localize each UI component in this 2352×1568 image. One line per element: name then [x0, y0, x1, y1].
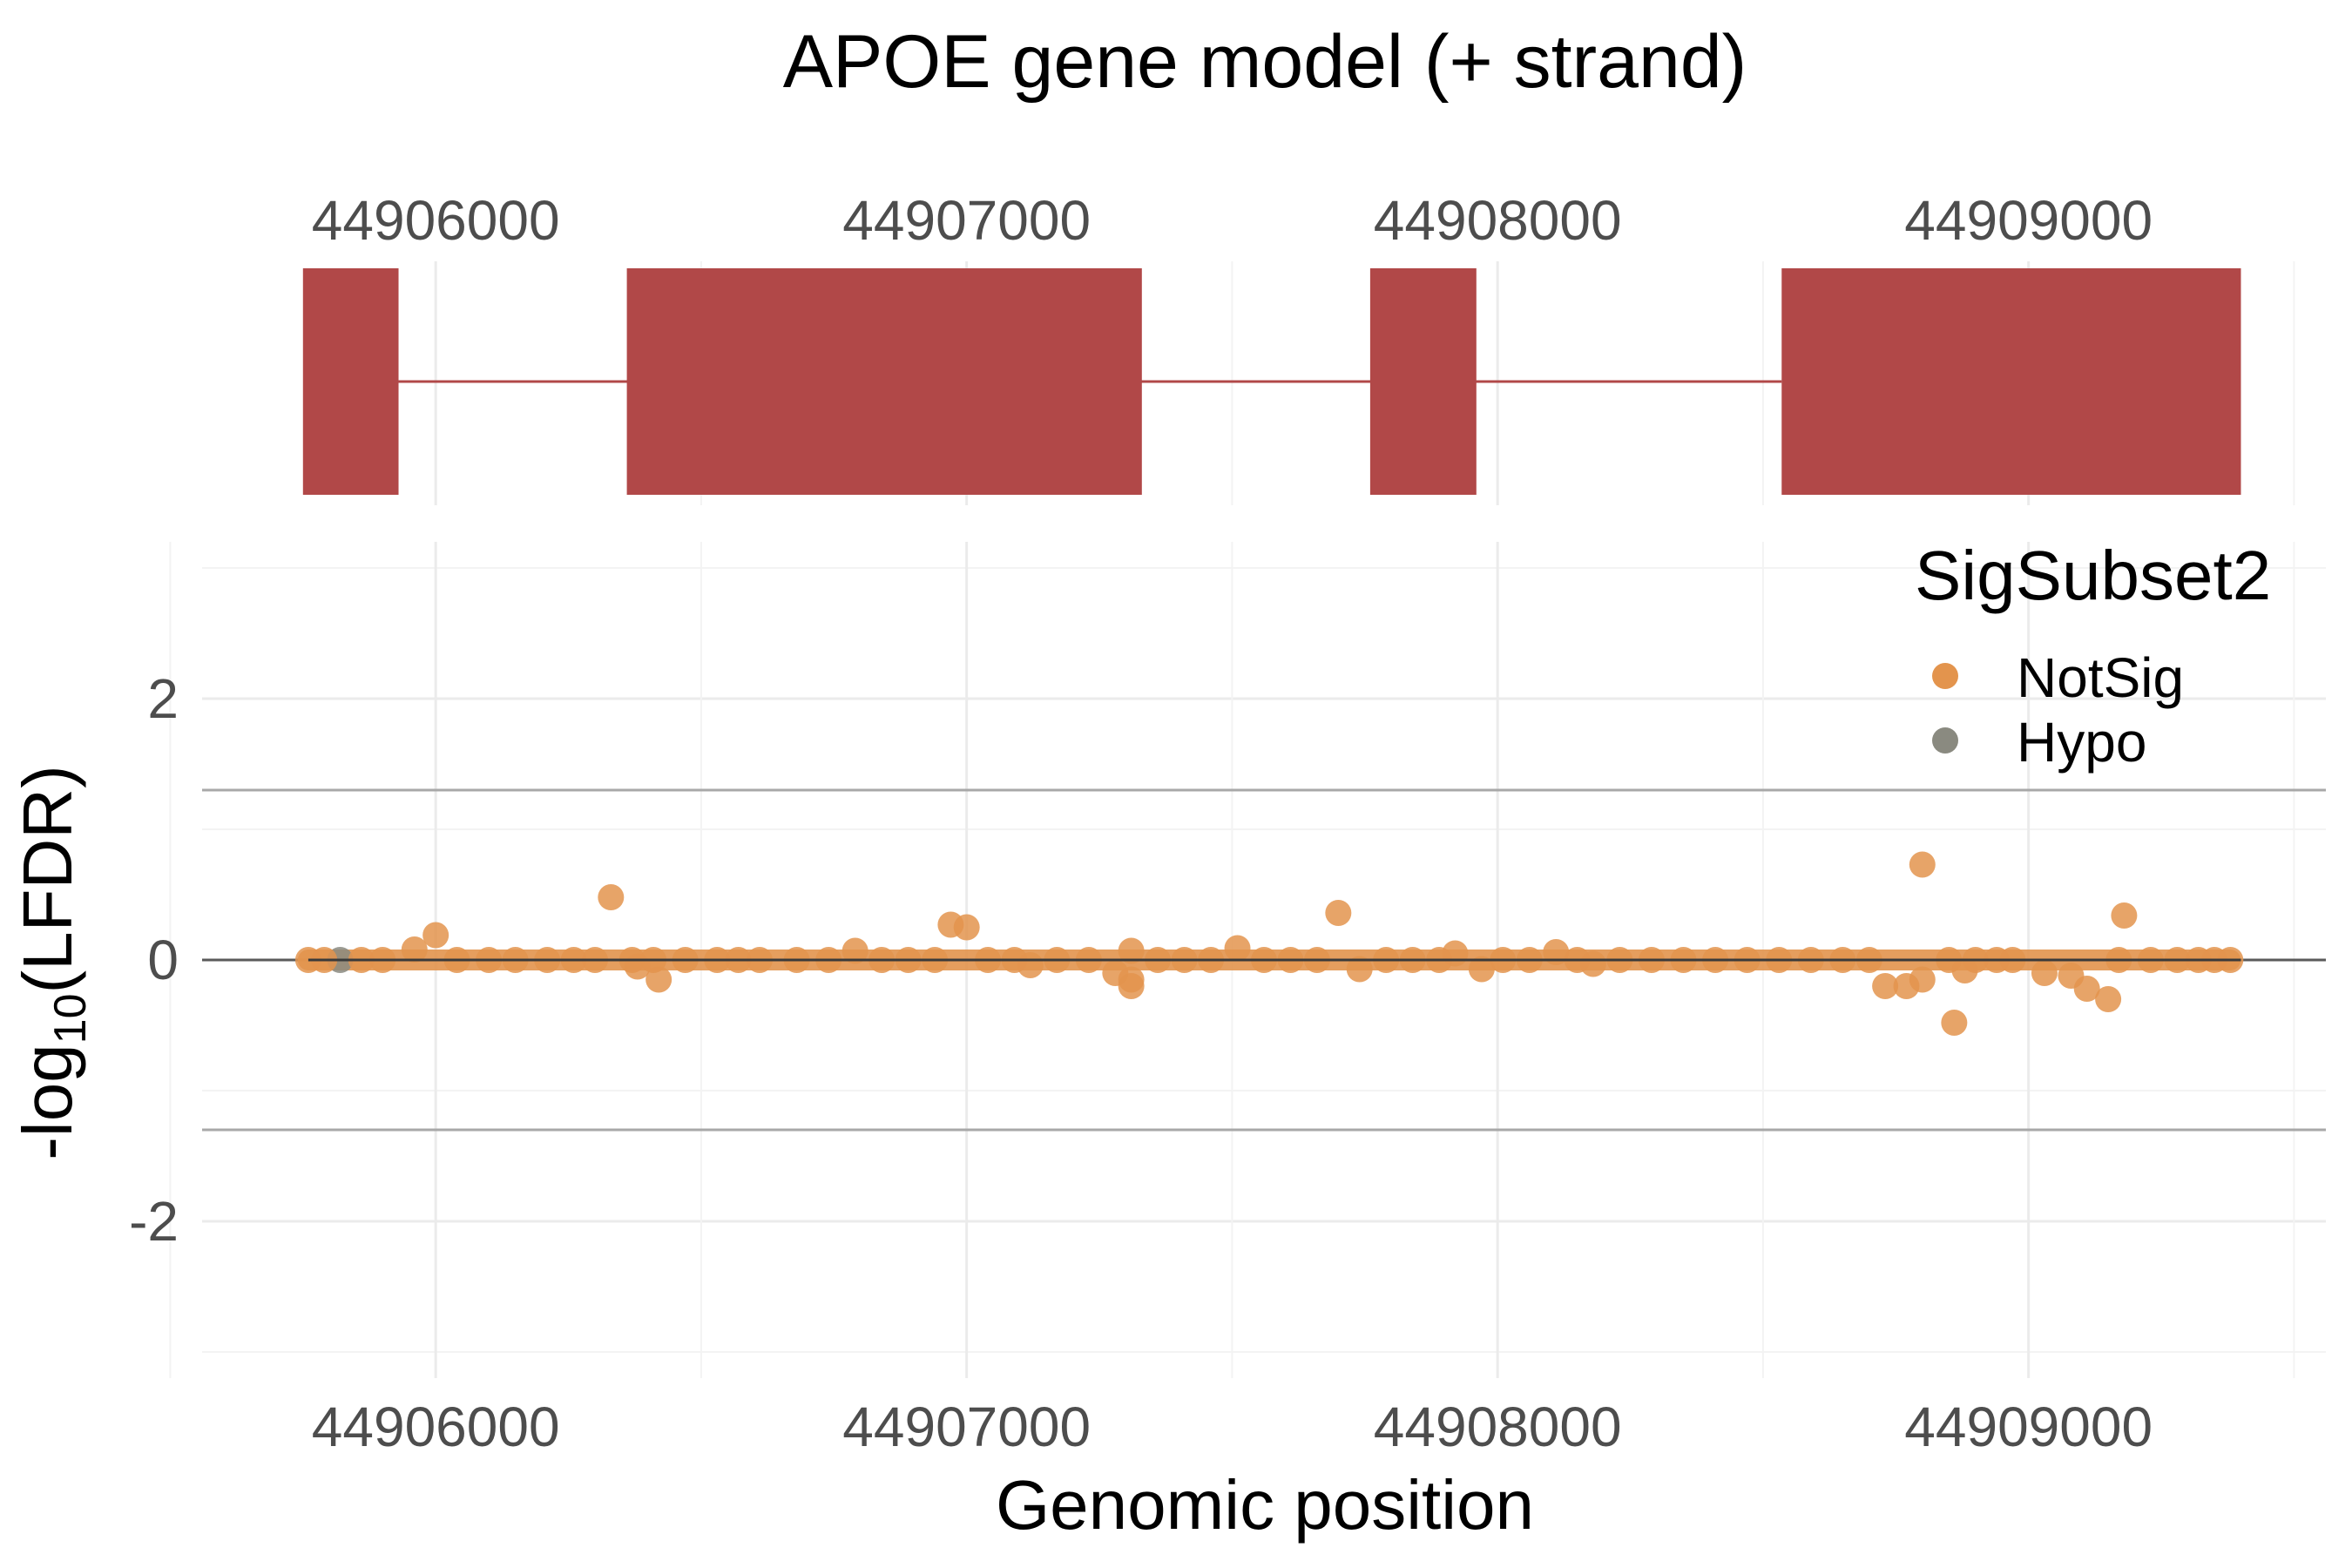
legend-key-notsig [1932, 663, 1958, 689]
legend-title: SigSubset2 [1915, 537, 2271, 614]
y-tick-label: 0 [147, 929, 179, 991]
notsig-point [1224, 935, 1251, 962]
notsig-point [422, 922, 449, 949]
notsig-point [1118, 973, 1145, 999]
scatter-x-tick-labels: 44906000 44907000 44908000 44909000 [312, 1396, 2153, 1458]
y-tick-label: 2 [147, 667, 179, 730]
notsig-point [1909, 851, 1936, 878]
notsig-point [1325, 900, 1352, 926]
y-axis-title-suffix: (LFDR) [9, 765, 86, 993]
gene-model-x-tick-label: 44906000 [312, 189, 560, 252]
legend-label-hypo: Hypo [2017, 711, 2146, 774]
lfdr-scatter-panel: -2 0 2 44906000 44907000 44908000 44909000 [129, 542, 2326, 1458]
notsig-point [953, 914, 980, 941]
scatter-y-tick-labels: -2 0 2 [129, 667, 179, 1253]
notsig-point [1017, 952, 1044, 978]
notsig-point [1579, 950, 1606, 977]
gene-model-title: APOE gene model (+ strand) [783, 20, 1747, 104]
gene-model-panel: 44906000 44907000 44908000 44909000 [302, 189, 2295, 505]
notsig-point [2111, 902, 2138, 929]
legend: SigSubset2 NotSig Hypo [1915, 537, 2271, 774]
notsig-point [1442, 940, 1469, 967]
legend-key-hypo [1932, 727, 1958, 754]
x-tick-label: 44906000 [312, 1396, 560, 1458]
y-axis-title-subscript: 10 [45, 993, 96, 1044]
notsig-point [2073, 976, 2100, 1002]
exon-block [1369, 268, 1477, 495]
y-tick-label: -2 [129, 1190, 179, 1253]
notsig-point [1346, 956, 1373, 983]
notsig-point [1872, 973, 1899, 999]
notsig-point [1909, 966, 1936, 993]
y-axis-title: -log10(LFDR) [9, 765, 96, 1159]
scatter-points [294, 851, 2244, 1036]
gene-model-x-tick-label: 44907000 [842, 189, 1091, 252]
exon-block [626, 268, 1142, 495]
exon-block [1781, 268, 2241, 495]
gene-model-x-tick-label: 44909000 [1904, 189, 2153, 252]
x-tick-label: 44907000 [842, 1396, 1091, 1458]
x-axis-title: Genomic position [996, 1466, 1534, 1544]
notsig-point [1468, 956, 1495, 983]
gene-model-tick-labels: 44906000 44907000 44908000 44909000 [312, 189, 2153, 252]
notsig-point [645, 966, 672, 993]
notsig-point [401, 936, 428, 963]
x-tick-label: 44909000 [1904, 1396, 2153, 1458]
notsig-point [2095, 986, 2122, 1012]
notsig-point [841, 937, 868, 964]
legend-label-notsig: NotSig [2017, 646, 2184, 709]
notsig-point [1941, 1010, 1968, 1036]
gene-model-exons [302, 268, 2241, 495]
y-axis-title-prefix: -log [9, 1044, 86, 1159]
notsig-point [1118, 937, 1145, 964]
gene-model-x-tick-label: 44908000 [1374, 189, 1622, 252]
notsig-point [598, 884, 625, 910]
x-tick-label: 44908000 [1374, 1396, 1622, 1458]
exon-block [302, 268, 399, 495]
notsig-point [2031, 960, 2058, 986]
